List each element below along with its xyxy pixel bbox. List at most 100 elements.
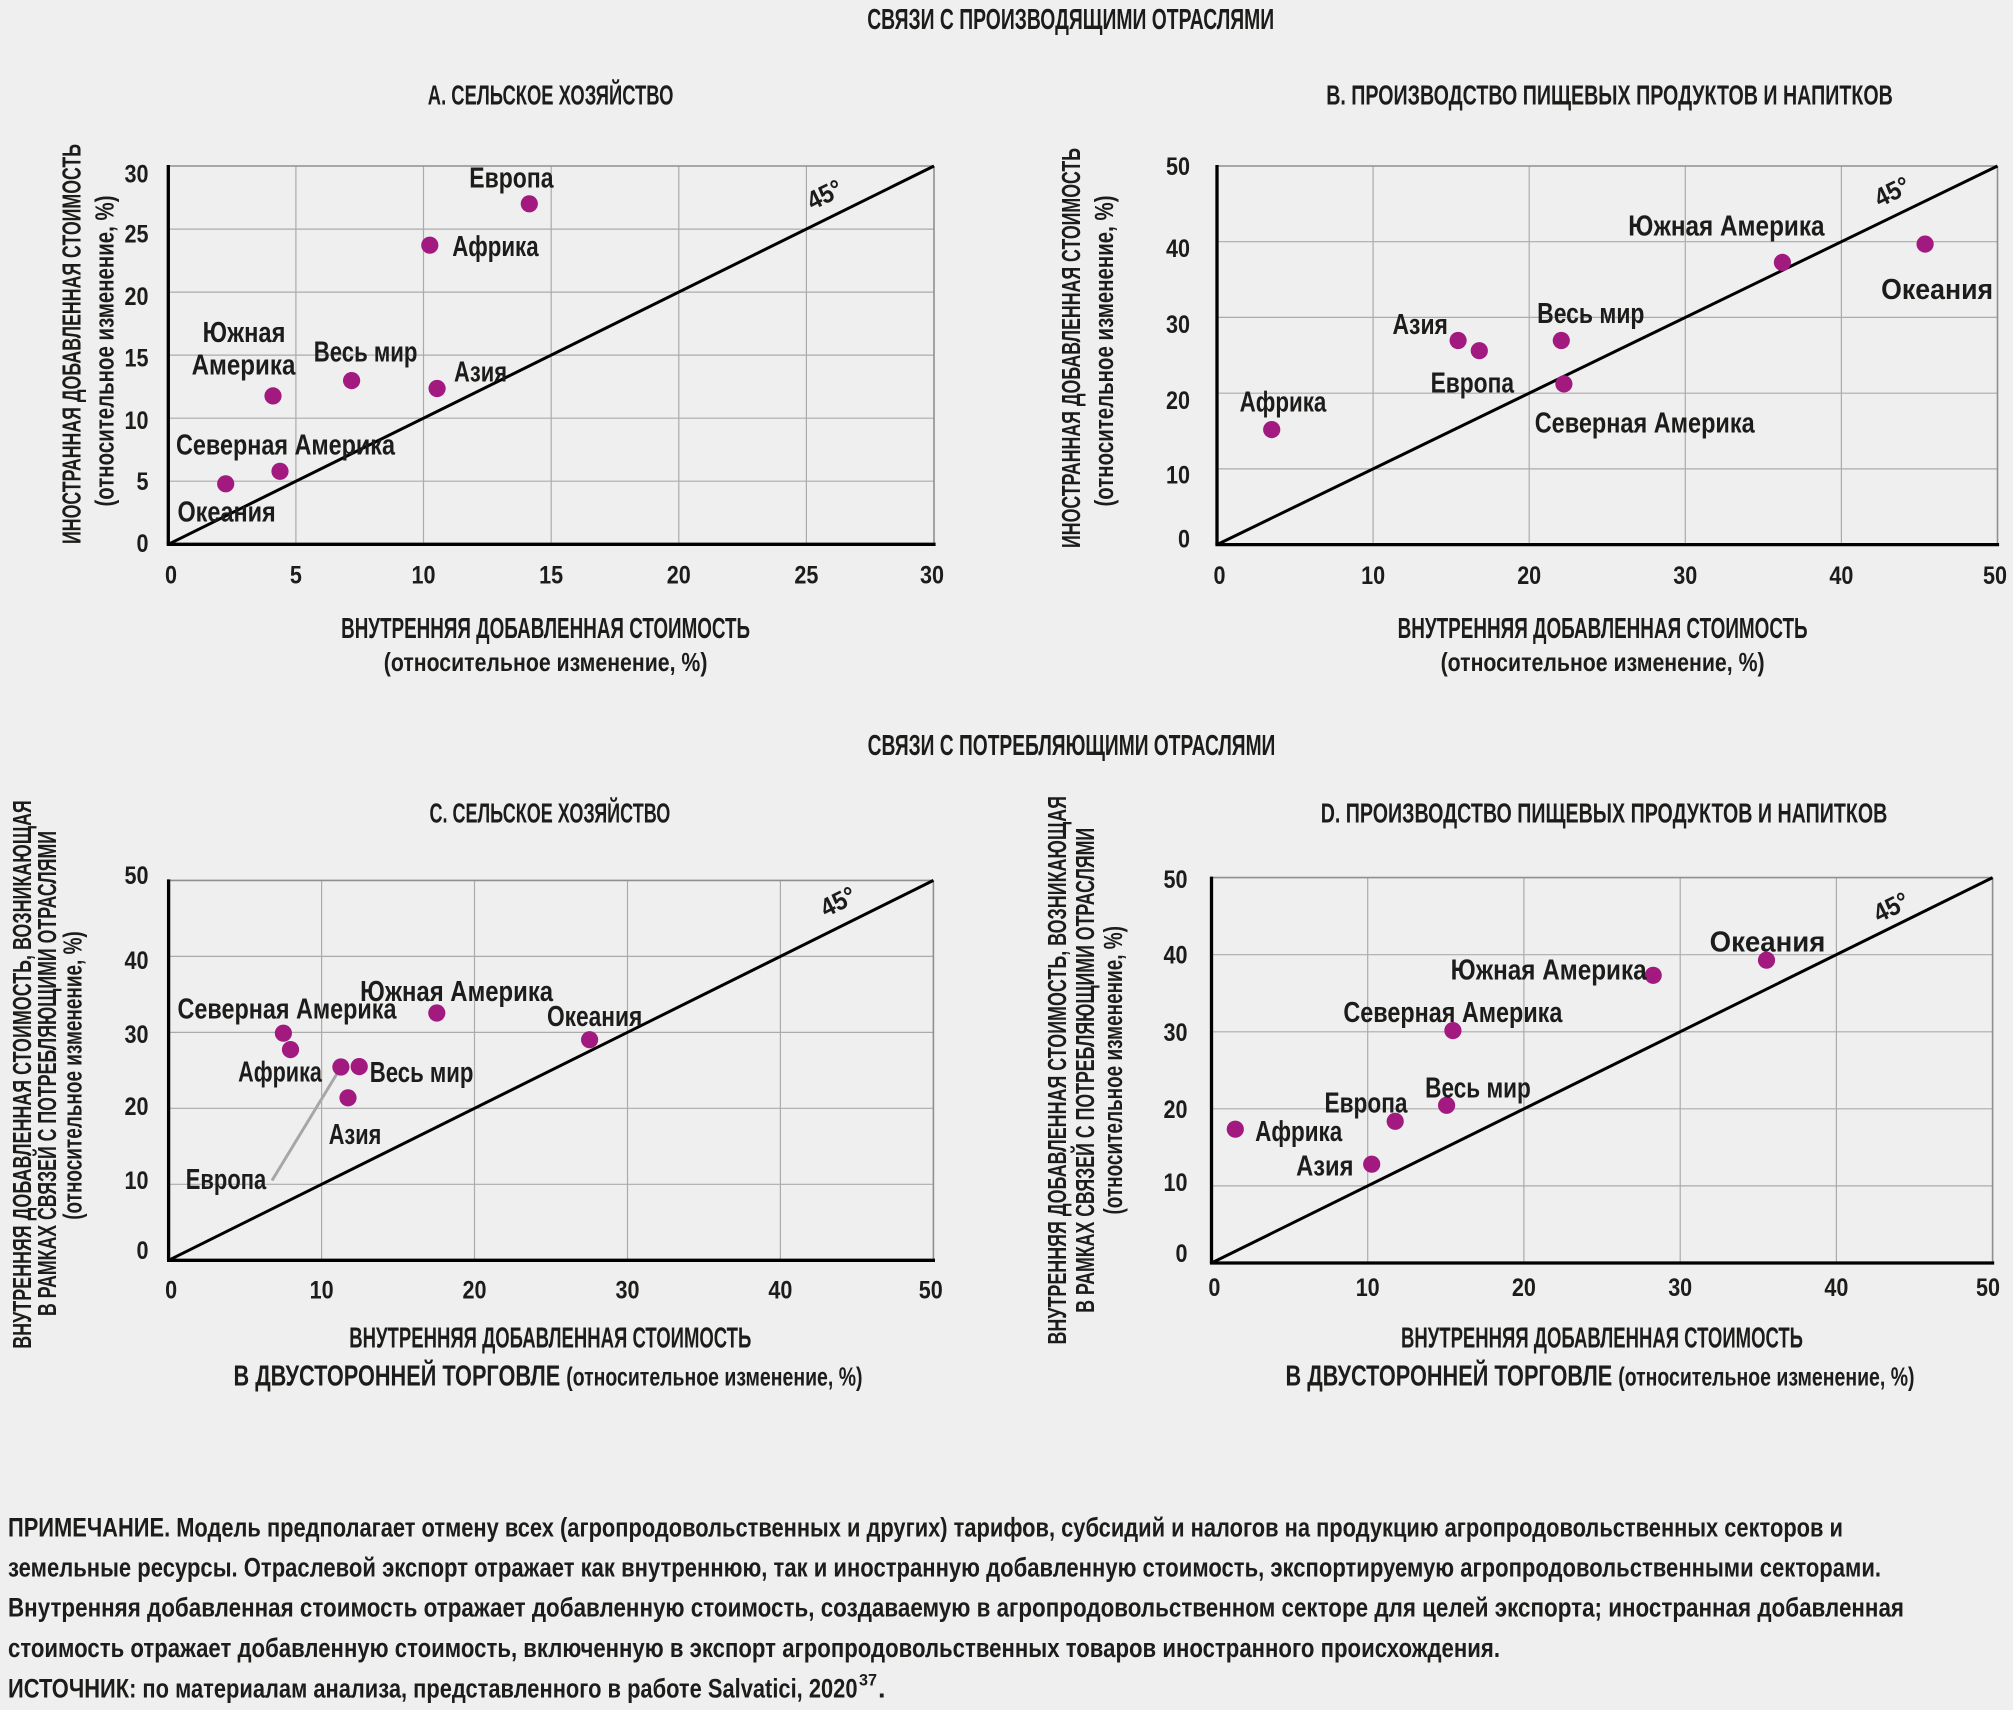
- svg-text:20: 20: [1512, 1274, 1536, 1302]
- svg-text:B. ПРОИЗВОДСТВО ПИЩЕВЫХ ПРОДУК: B. ПРОИЗВОДСТВО ПИЩЕВЫХ ПРОДУКТОВ И НАПИ…: [1326, 80, 1893, 111]
- svg-text:земельные ресурсы. Отраслевой: земельные ресурсы. Отраслевой экспорт от…: [8, 1552, 1881, 1582]
- svg-text:30: 30: [920, 562, 944, 590]
- svg-text:A. СЕЛЬСКОЕ ХОЗЯЙСТВО: A. СЕЛЬСКОЕ ХОЗЯЙСТВО: [428, 78, 674, 110]
- svg-text:Южная: Южная: [203, 317, 286, 349]
- svg-text:30: 30: [1668, 1274, 1692, 1302]
- svg-text:40: 40: [1164, 942, 1188, 970]
- svg-text:10: 10: [1164, 1169, 1188, 1197]
- svg-text:5: 5: [137, 468, 149, 496]
- svg-text:ВНУТРЕННЯЯ ДОБАВЛЕННАЯ СТОИМОС: ВНУТРЕННЯЯ ДОБАВЛЕННАЯ СТОИМОСТЬ: [1401, 1323, 1803, 1355]
- svg-text:30: 30: [616, 1277, 640, 1305]
- svg-text:ИСТОЧНИК: по материалам анализ: ИСТОЧНИК: по материалам анализа, предста…: [8, 1673, 858, 1703]
- svg-text:25: 25: [794, 562, 818, 590]
- svg-text:30: 30: [125, 1021, 149, 1049]
- svg-text:0: 0: [137, 530, 149, 558]
- svg-text:В РАМКАХ СВЯЗЕЙ С ПОТРЕБЛЯЮЩИМ: В РАМКАХ СВЯЗЕЙ С ПОТРЕБЛЯЮЩИМИ ОТРАСЛЯМ…: [1070, 828, 1100, 1313]
- svg-text:(относительное изменение, %): (относительное изменение, %): [92, 196, 120, 507]
- svg-text:ВНУТРЕННЯЯ ДОБАВЛЕННАЯ СТОИМОС: ВНУТРЕННЯЯ ДОБАВЛЕННАЯ СТОИМОСТЬ, ВОЗНИК…: [1044, 796, 1072, 1345]
- svg-text:Океания: Океания: [1881, 274, 1993, 306]
- svg-text:50: 50: [1983, 562, 2007, 590]
- svg-text:30: 30: [1166, 311, 1190, 339]
- svg-text:Океания: Океания: [547, 1001, 642, 1033]
- svg-text:10: 10: [310, 1277, 334, 1305]
- svg-text:0: 0: [165, 1277, 177, 1305]
- svg-text:50: 50: [1976, 1274, 2000, 1302]
- svg-text:Азия: Азия: [1296, 1150, 1353, 1182]
- svg-text:50: 50: [125, 862, 149, 890]
- svg-text:37: 37: [859, 1671, 877, 1690]
- svg-text:Европа: Европа: [1325, 1088, 1409, 1120]
- svg-text:ВНУТРЕННЯЯ ДОБАВЛЕННАЯ СТОИМОС: ВНУТРЕННЯЯ ДОБАВЛЕННАЯ СТОИМОСТЬ, ВОЗНИК…: [9, 800, 37, 1349]
- svg-text:0: 0: [137, 1237, 149, 1265]
- svg-text:Северная Америка: Северная Америка: [178, 994, 398, 1026]
- svg-text:C. СЕЛЬСКОЕ ХОЗЯЙСТВО: C. СЕЛЬСКОЕ ХОЗЯЙСТВО: [429, 797, 670, 829]
- svg-text:ВНУТРЕННЯЯ ДОБАВЛЕННАЯ СТОИМОС: ВНУТРЕННЯЯ ДОБАВЛЕННАЯ СТОИМОСТЬ: [341, 613, 750, 645]
- svg-text:Океания: Океания: [177, 497, 275, 529]
- svg-text:40: 40: [125, 947, 149, 975]
- svg-text:Весь мир: Весь мир: [1537, 298, 1644, 330]
- svg-text:Весь мир: Весь мир: [314, 337, 418, 369]
- svg-text:5: 5: [290, 562, 302, 590]
- svg-text:Африка: Африка: [1240, 386, 1327, 418]
- svg-text:40: 40: [1824, 1274, 1848, 1302]
- svg-text:В ДВУСТОРОННЕЙ ТОРГОВЛЕ (относ: В ДВУСТОРОННЕЙ ТОРГОВЛЕ (относительное и…: [1286, 1359, 1915, 1393]
- svg-text:30: 30: [125, 161, 149, 189]
- svg-text:D. ПРОИЗВОДСТВО ПИЩЕВЫХ ПРОДУК: D. ПРОИЗВОДСТВО ПИЩЕВЫХ ПРОДУКТОВ И НАПИ…: [1321, 798, 1888, 829]
- svg-text:СВЯЗИ С ПОТРЕБЛЯЮЩИМИ ОТРАСЛЯМ: СВЯЗИ С ПОТРЕБЛЯЮЩИМИ ОТРАСЛЯМИ: [868, 730, 1276, 762]
- svg-text:50: 50: [919, 1277, 943, 1305]
- svg-text:Африка: Африка: [452, 231, 539, 263]
- svg-text:40: 40: [1166, 235, 1190, 263]
- svg-text:(относительное изменение, %): (относительное изменение, %): [60, 931, 88, 1220]
- svg-text:Африка: Африка: [1255, 1116, 1343, 1148]
- svg-text:40: 40: [1829, 562, 1853, 590]
- svg-text:ИНОСТРАННАЯ ДОБАВЛЕННАЯ СТОИМО: ИНОСТРАННАЯ ДОБАВЛЕННАЯ СТОИМОСТЬ: [1058, 148, 1086, 548]
- svg-text:Северная Америка: Северная Америка: [1343, 997, 1563, 1029]
- svg-text:.: .: [878, 1673, 886, 1703]
- svg-text:0: 0: [165, 562, 177, 590]
- svg-text:25: 25: [125, 220, 149, 248]
- svg-text:0: 0: [1214, 562, 1226, 590]
- svg-text:10: 10: [1361, 562, 1385, 590]
- svg-text:20: 20: [125, 283, 149, 311]
- svg-text:Африка: Африка: [238, 1056, 322, 1088]
- svg-text:СВЯЗИ С ПРОИЗВОДЯЩИМИ ОТРАСЛЯМ: СВЯЗИ С ПРОИЗВОДЯЩИМИ ОТРАСЛЯМИ: [867, 4, 1274, 36]
- svg-text:20: 20: [667, 562, 691, 590]
- svg-text:10: 10: [1356, 1274, 1380, 1302]
- svg-text:В РАМКАХ СВЯЗЕЙ С ПОТРЕБЛЯЮЩИМ: В РАМКАХ СВЯЗЕЙ С ПОТРЕБЛЯЮЩИМИ ОТРАСЛЯМ…: [32, 831, 62, 1316]
- svg-text:В ДВУСТОРОННЕЙ ТОРГОВЛЕ (относ: В ДВУСТОРОННЕЙ ТОРГОВЛЕ (относительное и…: [234, 1359, 863, 1393]
- svg-text:Южная Америка: Южная Америка: [360, 976, 554, 1008]
- svg-text:15: 15: [539, 562, 563, 590]
- svg-text:20: 20: [463, 1277, 487, 1305]
- svg-text:30: 30: [1164, 1019, 1188, 1047]
- svg-text:Азия: Азия: [1393, 309, 1448, 341]
- svg-text:(относительное изменение, %): (относительное изменение, %): [1441, 647, 1765, 677]
- svg-text:Европа: Европа: [469, 163, 554, 195]
- svg-text:0: 0: [1176, 1240, 1188, 1268]
- svg-text:ВНУТРЕННЯЯ ДОБАВЛЕННАЯ СТОИМОС: ВНУТРЕННЯЯ ДОБАВЛЕННАЯ СТОИМОСТЬ: [1398, 613, 1808, 645]
- svg-text:20: 20: [125, 1093, 149, 1121]
- svg-text:50: 50: [1164, 866, 1188, 894]
- svg-text:30: 30: [1673, 562, 1697, 590]
- svg-text:50: 50: [1166, 153, 1190, 181]
- svg-text:20: 20: [1164, 1096, 1188, 1124]
- svg-text:Южная Америка: Южная Америка: [1628, 211, 1825, 243]
- svg-text:10: 10: [1166, 462, 1190, 490]
- svg-text:Весь мир: Весь мир: [370, 1057, 474, 1089]
- svg-text:10: 10: [412, 562, 436, 590]
- svg-text:(относительное изменение, %): (относительное изменение, %): [1100, 926, 1128, 1215]
- svg-text:ВНУТРЕННЯЯ ДОБАВЛЕННАЯ СТОИМОС: ВНУТРЕННЯЯ ДОБАВЛЕННАЯ СТОИМОСТЬ: [349, 1323, 751, 1355]
- svg-text:0: 0: [1178, 525, 1190, 553]
- svg-text:Азия: Азия: [329, 1119, 382, 1151]
- svg-text:Внутренняя добавленная стоимос: Внутренняя добавленная стоимость отражае…: [8, 1593, 1904, 1623]
- svg-text:ПРИМЕЧАНИЕ. Модель предполагае: ПРИМЕЧАНИЕ. Модель предполагает отмену в…: [8, 1513, 1843, 1543]
- svg-text:стоимость отражает добавленную: стоимость отражает добавленную стоимость…: [8, 1633, 1500, 1663]
- svg-text:Океания: Океания: [1710, 927, 1826, 959]
- svg-text:10: 10: [125, 1167, 149, 1195]
- svg-text:15: 15: [125, 345, 149, 373]
- svg-text:20: 20: [1166, 387, 1190, 415]
- svg-text:40: 40: [768, 1277, 792, 1305]
- svg-text:0: 0: [1208, 1274, 1220, 1302]
- svg-text:10: 10: [125, 407, 149, 435]
- svg-text:Весь мир: Весь мир: [1425, 1073, 1531, 1105]
- svg-text:Азия: Азия: [454, 356, 507, 388]
